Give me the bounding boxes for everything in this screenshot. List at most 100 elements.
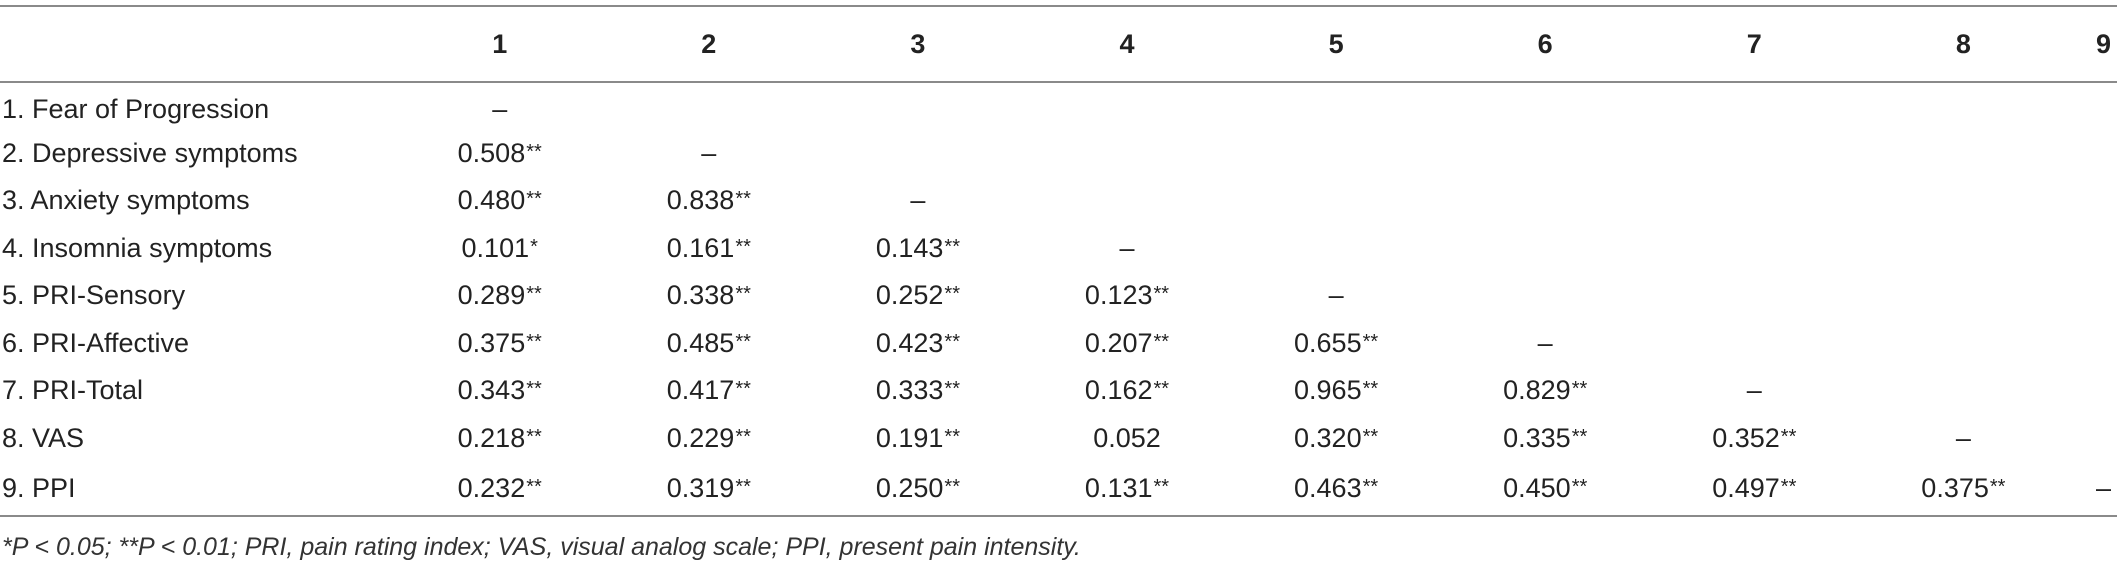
significance-marker: ** xyxy=(1153,476,1170,498)
table-cell: 0.375** xyxy=(1858,462,2068,517)
table-cell xyxy=(1232,130,1441,178)
cell-value: 0.161 xyxy=(666,232,735,263)
table-cell: 0.480** xyxy=(395,177,604,225)
table-row: 6. PRI-Affective 0.375** 0.485** 0.423** 0.2… xyxy=(0,320,2117,368)
cell-value: 0.352 xyxy=(1712,422,1780,453)
table-cell: 0.229** xyxy=(604,415,813,463)
table-cell: 0.123** xyxy=(1022,272,1231,320)
row-label: 6. PRI-Affective xyxy=(2,327,190,358)
significance-marker: ** xyxy=(1153,330,1170,353)
table-cell xyxy=(2068,367,2117,415)
table-cell xyxy=(813,130,1022,178)
cell-value: – xyxy=(2095,473,2111,503)
cell-value: – xyxy=(1746,375,1762,406)
cell-value: 0.207 xyxy=(1084,327,1153,358)
table-cell: 0.191** xyxy=(813,415,1022,463)
table-cell: 0.131** xyxy=(1022,462,1232,517)
significance-marker: ** xyxy=(735,188,751,211)
table-cell: – xyxy=(1232,272,1441,320)
header-cell-col-2: 2 xyxy=(604,5,814,83)
cell-value: 0.417 xyxy=(666,375,735,406)
table-cell xyxy=(604,82,813,130)
table-cell: 0.162** xyxy=(1022,367,1231,415)
table-row: 4. Insomnia symptoms 0.101* 0.161** 0.143**… xyxy=(0,225,2117,273)
cell-value: 0.965 xyxy=(1294,375,1362,406)
significance-marker: ** xyxy=(526,425,542,448)
table-cell xyxy=(1232,225,1441,273)
table-cell: 0.232** xyxy=(395,462,605,517)
significance-marker: ** xyxy=(526,476,542,498)
table-cell: 0.161** xyxy=(604,225,813,273)
cell-value: 0.191 xyxy=(875,422,944,453)
cell-value: 0.375 xyxy=(1921,473,1989,503)
cell-value: 0.252 xyxy=(875,280,944,311)
table-cell xyxy=(1650,130,1859,178)
table-cell: – xyxy=(1022,225,1231,273)
table-cell: 0.343** xyxy=(395,367,604,415)
cell-value: 0.480 xyxy=(457,185,526,216)
cell-value: – xyxy=(1955,422,1971,453)
table-cell xyxy=(2068,225,2117,273)
significance-marker: ** xyxy=(1989,476,2006,498)
table-cell: 0.252** xyxy=(813,272,1022,320)
significance-marker: ** xyxy=(735,476,751,498)
cell-value: 0.450 xyxy=(1503,473,1571,503)
table-cell xyxy=(1232,177,1441,225)
cell-value: – xyxy=(1119,232,1135,263)
table-cell: 0.497** xyxy=(1649,462,1859,517)
table-cell xyxy=(1441,177,1650,225)
table-cell: 0.508** xyxy=(395,130,604,178)
significance-marker: ** xyxy=(735,235,751,258)
cell-value: 0.423 xyxy=(875,327,944,358)
row-label: 2. Depressive symptoms xyxy=(2,137,298,168)
header-cell-col-8: 8 xyxy=(1858,5,2068,83)
significance-marker: ** xyxy=(1780,476,1797,498)
header-cell-label xyxy=(0,5,396,83)
table-cell xyxy=(1859,130,2068,178)
row-label: 4. Insomnia symptoms xyxy=(2,232,273,263)
cell-value: 0.229 xyxy=(666,422,735,453)
table-cell: 0.965** xyxy=(1232,367,1441,415)
table-cell xyxy=(2068,177,2117,225)
table-cell: 0.319** xyxy=(604,462,814,517)
row-label: 7. PRI-Total xyxy=(2,375,144,406)
table-cell: 0.838** xyxy=(604,177,813,225)
table-row: 3. Anxiety symptoms 0.480** 0.838** – xyxy=(0,177,2117,225)
table-row: 9. PPI 0.232** 0.319** 0.250** 0.131** 0.463*… xyxy=(0,462,2117,517)
table-cell xyxy=(2068,82,2117,130)
table-cell: – xyxy=(2067,462,2117,517)
cell-value: 0.375 xyxy=(457,327,526,358)
header-cell-col-6: 6 xyxy=(1440,5,1650,83)
header-cell-col-3: 3 xyxy=(813,5,1023,83)
table-cell: 0.655** xyxy=(1232,320,1441,368)
table-cell xyxy=(1022,130,1231,178)
cell-value: 0.052 xyxy=(1093,422,1161,453)
significance-marker: ** xyxy=(526,140,542,163)
table-cell: 0.052 xyxy=(1022,415,1231,463)
table-body: 1. Fear of Progression –2. Depressive sym… xyxy=(0,82,2117,517)
table-cell: 0.423** xyxy=(813,320,1022,368)
cell-value: – xyxy=(492,93,508,124)
table-cell xyxy=(1859,272,2068,320)
cell-value: 0.343 xyxy=(457,375,526,406)
significance-marker: ** xyxy=(526,378,542,401)
table-cell xyxy=(1650,272,1859,320)
table-cell xyxy=(1650,177,1859,225)
significance-marker: ** xyxy=(1362,476,1379,498)
cell-value: 0.335 xyxy=(1503,422,1571,453)
significance-marker: ** xyxy=(944,283,960,306)
cell-value: 0.289 xyxy=(457,280,526,311)
header-cell-col-5: 5 xyxy=(1231,5,1441,83)
cell-value: 0.143 xyxy=(875,232,944,263)
significance-marker: ** xyxy=(735,378,751,401)
significance-marker: ** xyxy=(1780,425,1797,448)
cell-value: 0.333 xyxy=(875,375,944,406)
cell-value: 0.218 xyxy=(457,422,526,453)
cell-value: – xyxy=(1328,280,1344,311)
significance-marker: ** xyxy=(1153,283,1170,306)
table-row: 8. VAS 0.218** 0.229** 0.191** 0.052 0.320** 0… xyxy=(0,415,2117,463)
table-cell: 0.352** xyxy=(1650,415,1859,463)
table-cell: – xyxy=(395,82,604,130)
